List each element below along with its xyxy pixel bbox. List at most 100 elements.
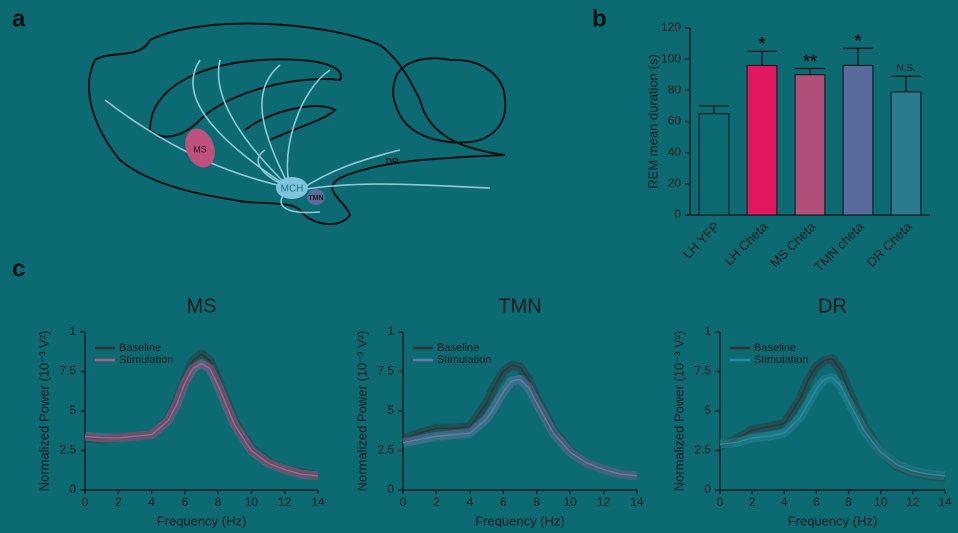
x-tick-label: 12 (597, 495, 611, 509)
y-tick-label: 7.5 (694, 364, 711, 378)
x-tick-label: 10 (874, 495, 888, 509)
x-tick-label: 2 (749, 495, 756, 509)
x-axis-label: Frequency (Hz) (788, 513, 878, 528)
x-tick-label: 6 (500, 495, 507, 509)
x-tick-label: 0 (717, 495, 724, 509)
legend-label: Stimulation (754, 354, 808, 366)
x-tick-label: 8 (845, 495, 852, 509)
region-label: TMN (308, 195, 323, 202)
significance: * (758, 34, 765, 54)
y-tick-label: 2.5 (694, 443, 711, 457)
panel-label: a (12, 5, 26, 32)
y-tick-label: 0 (674, 207, 681, 221)
y-tick-label: 0 (387, 482, 394, 496)
ms-region (185, 128, 215, 168)
y-tick-label: 40 (668, 145, 682, 159)
series-line (719, 377, 946, 477)
legend-label: Stimulation (119, 354, 173, 366)
mch-region (276, 177, 308, 199)
x-tick-label: 8 (215, 495, 222, 509)
y-axis-label: Normalized Power (10⁻³ V²) (36, 331, 51, 492)
fiber (192, 59, 291, 189)
x-tick-label: 4 (467, 495, 474, 509)
y-tick-label: 20 (668, 176, 682, 190)
corpus-callosum (148, 58, 342, 138)
legend-label: Stimulation (437, 354, 491, 366)
bar (698, 113, 730, 216)
y-tick-label: 1 (704, 324, 711, 338)
y-tick-label: 0 (69, 482, 76, 496)
legend-label: Baseline (754, 342, 796, 354)
y-axis-label: REM mean duration (s) (645, 54, 660, 188)
x-axis-label: Frequency (Hz) (475, 513, 565, 528)
bar (842, 64, 874, 216)
x-tick-label: 4 (781, 495, 788, 509)
region-label: MCH (281, 184, 304, 195)
x-tick-label: 2 (433, 495, 440, 509)
y-tick-label: 7.5 (59, 364, 76, 378)
significance: N.S. (896, 63, 915, 74)
y-tick-label: 1 (387, 324, 394, 338)
cerebellum (392, 57, 507, 144)
x-tick-label: 4 (148, 495, 155, 509)
y-tick-label: 2.5 (377, 443, 394, 457)
chart-title: MS (187, 295, 217, 317)
series-band (84, 349, 319, 481)
x-tick-label: DR Cheta (864, 218, 916, 270)
fiber (299, 149, 401, 191)
bar (746, 64, 778, 216)
brain-diagram: MS MCH TMN DR (88, 22, 507, 226)
x-tick-label: 10 (245, 495, 259, 509)
y-tick-label: 100 (661, 51, 681, 65)
fiber (217, 59, 291, 189)
y-tick-label: 2.5 (59, 443, 76, 457)
series-line (719, 358, 946, 479)
x-tick-label: 6 (813, 495, 820, 509)
y-tick-label: 120 (661, 20, 681, 34)
x-tick-label: 8 (533, 495, 540, 509)
x-tick-label: 14 (311, 495, 325, 509)
y-tick-label: 80 (668, 83, 682, 97)
series-line (84, 353, 319, 477)
chart-title: DR (818, 295, 847, 317)
y-tick-label: 0 (704, 482, 711, 496)
y-tick-label: 5 (704, 403, 711, 417)
legend-label: Baseline (119, 342, 161, 354)
x-tick-label: 6 (182, 495, 189, 509)
y-tick-label: 7.5 (377, 364, 394, 378)
series-line (402, 378, 638, 477)
series-band (84, 359, 319, 481)
x-tick-label: LH Cheta (721, 218, 771, 268)
significance: ** (803, 51, 817, 71)
panel-label: c (12, 255, 25, 282)
fiber (261, 64, 291, 189)
bar (890, 91, 922, 216)
brain-outline (88, 22, 506, 226)
series-line (84, 362, 319, 477)
y-tick-label: 5 (387, 403, 394, 417)
region-label: MS (193, 144, 207, 154)
panel-label: b (592, 5, 607, 32)
y-axis-label: Normalized Power (10⁻³ V²) (354, 331, 369, 492)
x-tick-label: 2 (115, 495, 122, 509)
bar (794, 74, 826, 216)
x-tick-label: 0 (400, 495, 407, 509)
x-tick-label: 10 (563, 495, 577, 509)
region-label: DR (386, 156, 399, 166)
significance: * (854, 31, 861, 51)
y-axis-label: Normalized Power (10⁻³ V²) (671, 331, 686, 492)
y-tick-label: 5 (69, 403, 76, 417)
y-tick-label: 1 (69, 324, 76, 338)
structure (244, 105, 337, 141)
tmn-region (307, 189, 325, 205)
x-axis-label: Frequency (Hz) (157, 513, 247, 528)
x-tick-label: TMN cheta (811, 218, 867, 274)
x-tick-label: LH YFP (680, 219, 723, 262)
x-tick-label: 14 (630, 495, 644, 509)
chart-title: TMN (498, 295, 541, 317)
fiber (299, 183, 491, 191)
x-tick-label: 0 (82, 495, 89, 509)
x-tick-label: 12 (278, 495, 292, 509)
